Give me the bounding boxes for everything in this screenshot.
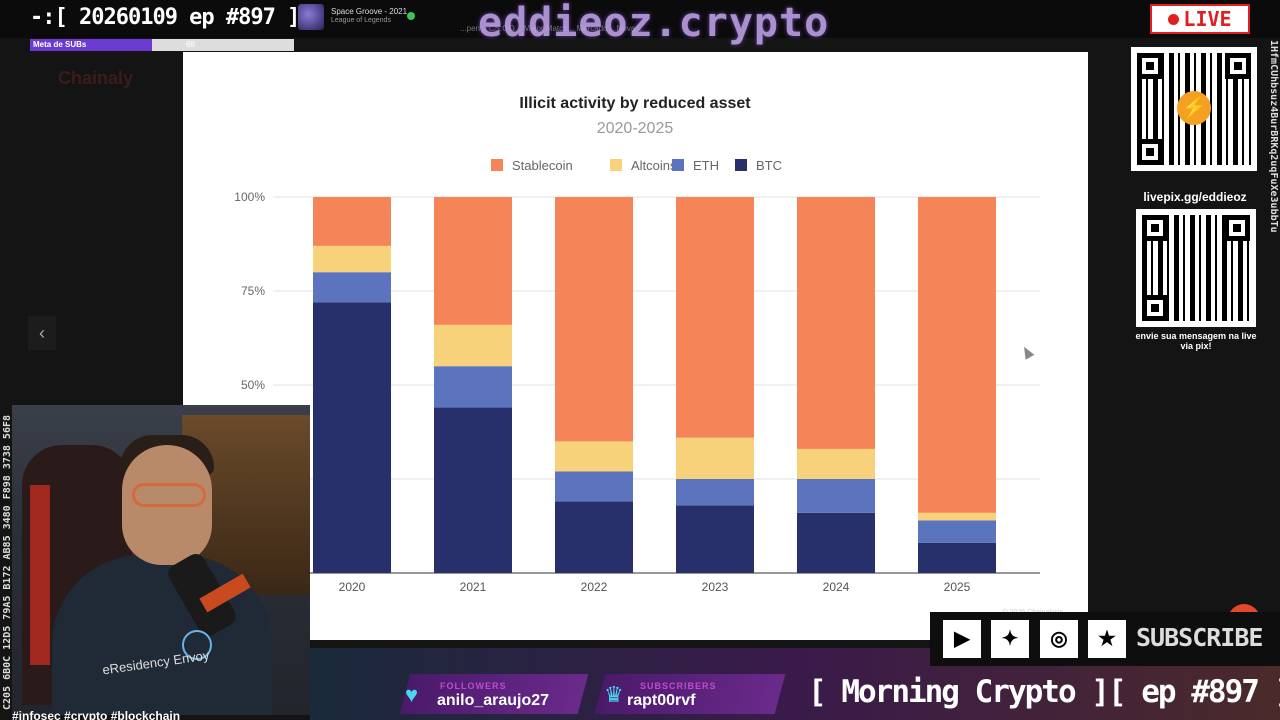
sub-goal-fill: [30, 39, 153, 51]
x-tick-label: 2021: [460, 580, 487, 594]
bar-stablecoin-2022: [555, 197, 633, 442]
subscribers-caption: SUBSCRIBERS: [640, 681, 717, 691]
bar-eth-2025: [918, 520, 996, 543]
followers-caption: FOLLOWERS: [440, 681, 507, 691]
channel-brand: eddieoz.crypto: [478, 0, 830, 46]
livepix-message: envie sua mensagem na live via pix!: [1135, 331, 1257, 351]
bar-stablecoin-2025: [918, 197, 996, 513]
stacked-bar-chart: Illicit activity by reduced asset 2020-2…: [234, 95, 1063, 616]
legend-swatch: [491, 159, 503, 171]
chart-legend: Stablecoin Altcoins ETH BTC: [491, 158, 782, 173]
qr-corner: [1137, 139, 1163, 165]
chart-panel: Illicit activity by reduced asset 2020-2…: [183, 52, 1088, 640]
episode-title: -:[ 20260109 ep #897 ]: [30, 5, 300, 30]
sub-goal-label: Meta de SUBs: [33, 40, 87, 49]
live-badge: LIVE: [1150, 4, 1250, 34]
bar-altcoins-2025: [918, 512, 996, 521]
sub-goal-value: 68: [186, 40, 195, 49]
bar-btc-2022: [555, 501, 633, 573]
heart-icon: ♥: [405, 682, 419, 707]
legend-swatch: [672, 159, 684, 171]
bar-btc-2023: [676, 505, 754, 573]
latest-subscriber: rapt00rvf: [627, 692, 696, 709]
chart-y-ticks: 100% 75% 50%: [234, 190, 265, 392]
y-tick-label: 50%: [241, 378, 265, 392]
bar-altcoins-2022: [555, 441, 633, 472]
lightning-icon: ⚡: [1177, 91, 1211, 125]
game-thumbnail: [298, 4, 324, 30]
webcam-feed: eResidency Envoy: [12, 405, 310, 715]
x-tick-label: 2022: [581, 580, 608, 594]
online-status-icon: [407, 12, 415, 20]
sub-goal-bar: Meta de SUBs 68: [30, 39, 294, 51]
show-title: [ Morning Crypto ][ ep #897 ]: [808, 674, 1280, 710]
glasses: [132, 483, 206, 507]
bar-stablecoin-2023: [676, 197, 754, 438]
star-icon[interactable]: ★: [1088, 620, 1126, 658]
bar-eth-2022: [555, 471, 633, 502]
bar-altcoins-2020: [313, 245, 391, 273]
bar-btc-2021: [434, 407, 512, 573]
rss-icon[interactable]: ◎: [1040, 620, 1078, 658]
x-tick-label: 2023: [702, 580, 729, 594]
chart-bars: [313, 197, 996, 573]
chair-stripe: [30, 485, 50, 665]
game-subtitle: League of Legends: [331, 17, 391, 24]
bar-eth-2020: [313, 272, 391, 303]
live-dot-icon: [1168, 13, 1180, 25]
chart-gridlines: [273, 196, 1040, 574]
bar-stablecoin-2024: [797, 197, 875, 449]
x-tick-label: 2020: [339, 580, 366, 594]
y-tick-label: 100%: [234, 190, 265, 204]
legend-label: Stablecoin: [512, 158, 573, 173]
lightning-qr-code: ⚡: [1131, 47, 1257, 171]
bar-eth-2023: [676, 479, 754, 506]
bar-btc-2025: [918, 542, 996, 573]
previous-slide-button[interactable]: ‹: [28, 316, 56, 350]
chart-subtitle: 2020-2025: [597, 120, 674, 137]
qr-corner: [1225, 53, 1251, 79]
qr-corner: [1142, 215, 1168, 241]
news-ticker: ...pen .. CS:GO .. Major Match... Mercad…: [460, 24, 642, 33]
x-tick-label: 2024: [823, 580, 850, 594]
qr-corner: [1142, 295, 1168, 321]
bar-altcoins-2023: [676, 437, 754, 479]
chainalysis-logo: Chainaly: [58, 68, 134, 88]
legend-label: ETH: [693, 158, 719, 173]
bar-altcoins-2021: [434, 324, 512, 367]
legend-swatch: [735, 159, 747, 171]
livepix-qr-code: [1136, 209, 1256, 327]
y-tick-label: 75%: [241, 284, 265, 298]
bar-eth-2024: [797, 479, 875, 513]
top-bar: -:[ 20260109 ep #897 ] Space Groove - 20…: [0, 0, 1280, 46]
hashtags: #infosec #crypto #blockchain: [12, 709, 181, 720]
bar-stablecoin-2021: [434, 197, 512, 325]
bar-altcoins-2024: [797, 448, 875, 479]
game-title: Space Groove - 2021: [331, 7, 408, 16]
x-tick-label: 2025: [944, 580, 971, 594]
legend-label: BTC: [756, 158, 782, 173]
chart-x-ticks: 2020 2021 2022 2023 2024 2025: [339, 580, 971, 594]
qr-corner: [1224, 215, 1250, 241]
trophy-icon: ♛: [604, 682, 624, 707]
qr-corner: [1137, 53, 1163, 79]
bar-btc-2020: [313, 302, 391, 573]
twitter-icon[interactable]: ✦: [991, 620, 1029, 658]
youtube-icon[interactable]: ▶: [943, 620, 981, 658]
bar-btc-2024: [797, 512, 875, 573]
chart-title: Illicit activity by reduced asset: [519, 95, 751, 112]
live-label: LIVE: [1183, 7, 1232, 31]
shirt-logo-icon: [182, 630, 212, 660]
legend-label: Altcoins: [631, 158, 677, 173]
livepix-label: livepix.gg/eddieoz: [1143, 190, 1247, 204]
bar-stablecoin-2020: [313, 197, 391, 246]
hash-right: 1HfmCUhbsuz4BurBRKq2uqFuXe3ubbTu: [1268, 40, 1279, 233]
subscribe-label[interactable]: SUBSCRIBE: [1136, 623, 1263, 652]
latest-follower: anilo_araujo27: [437, 692, 550, 709]
bar-eth-2021: [434, 366, 512, 408]
legend-swatch: [610, 159, 622, 171]
